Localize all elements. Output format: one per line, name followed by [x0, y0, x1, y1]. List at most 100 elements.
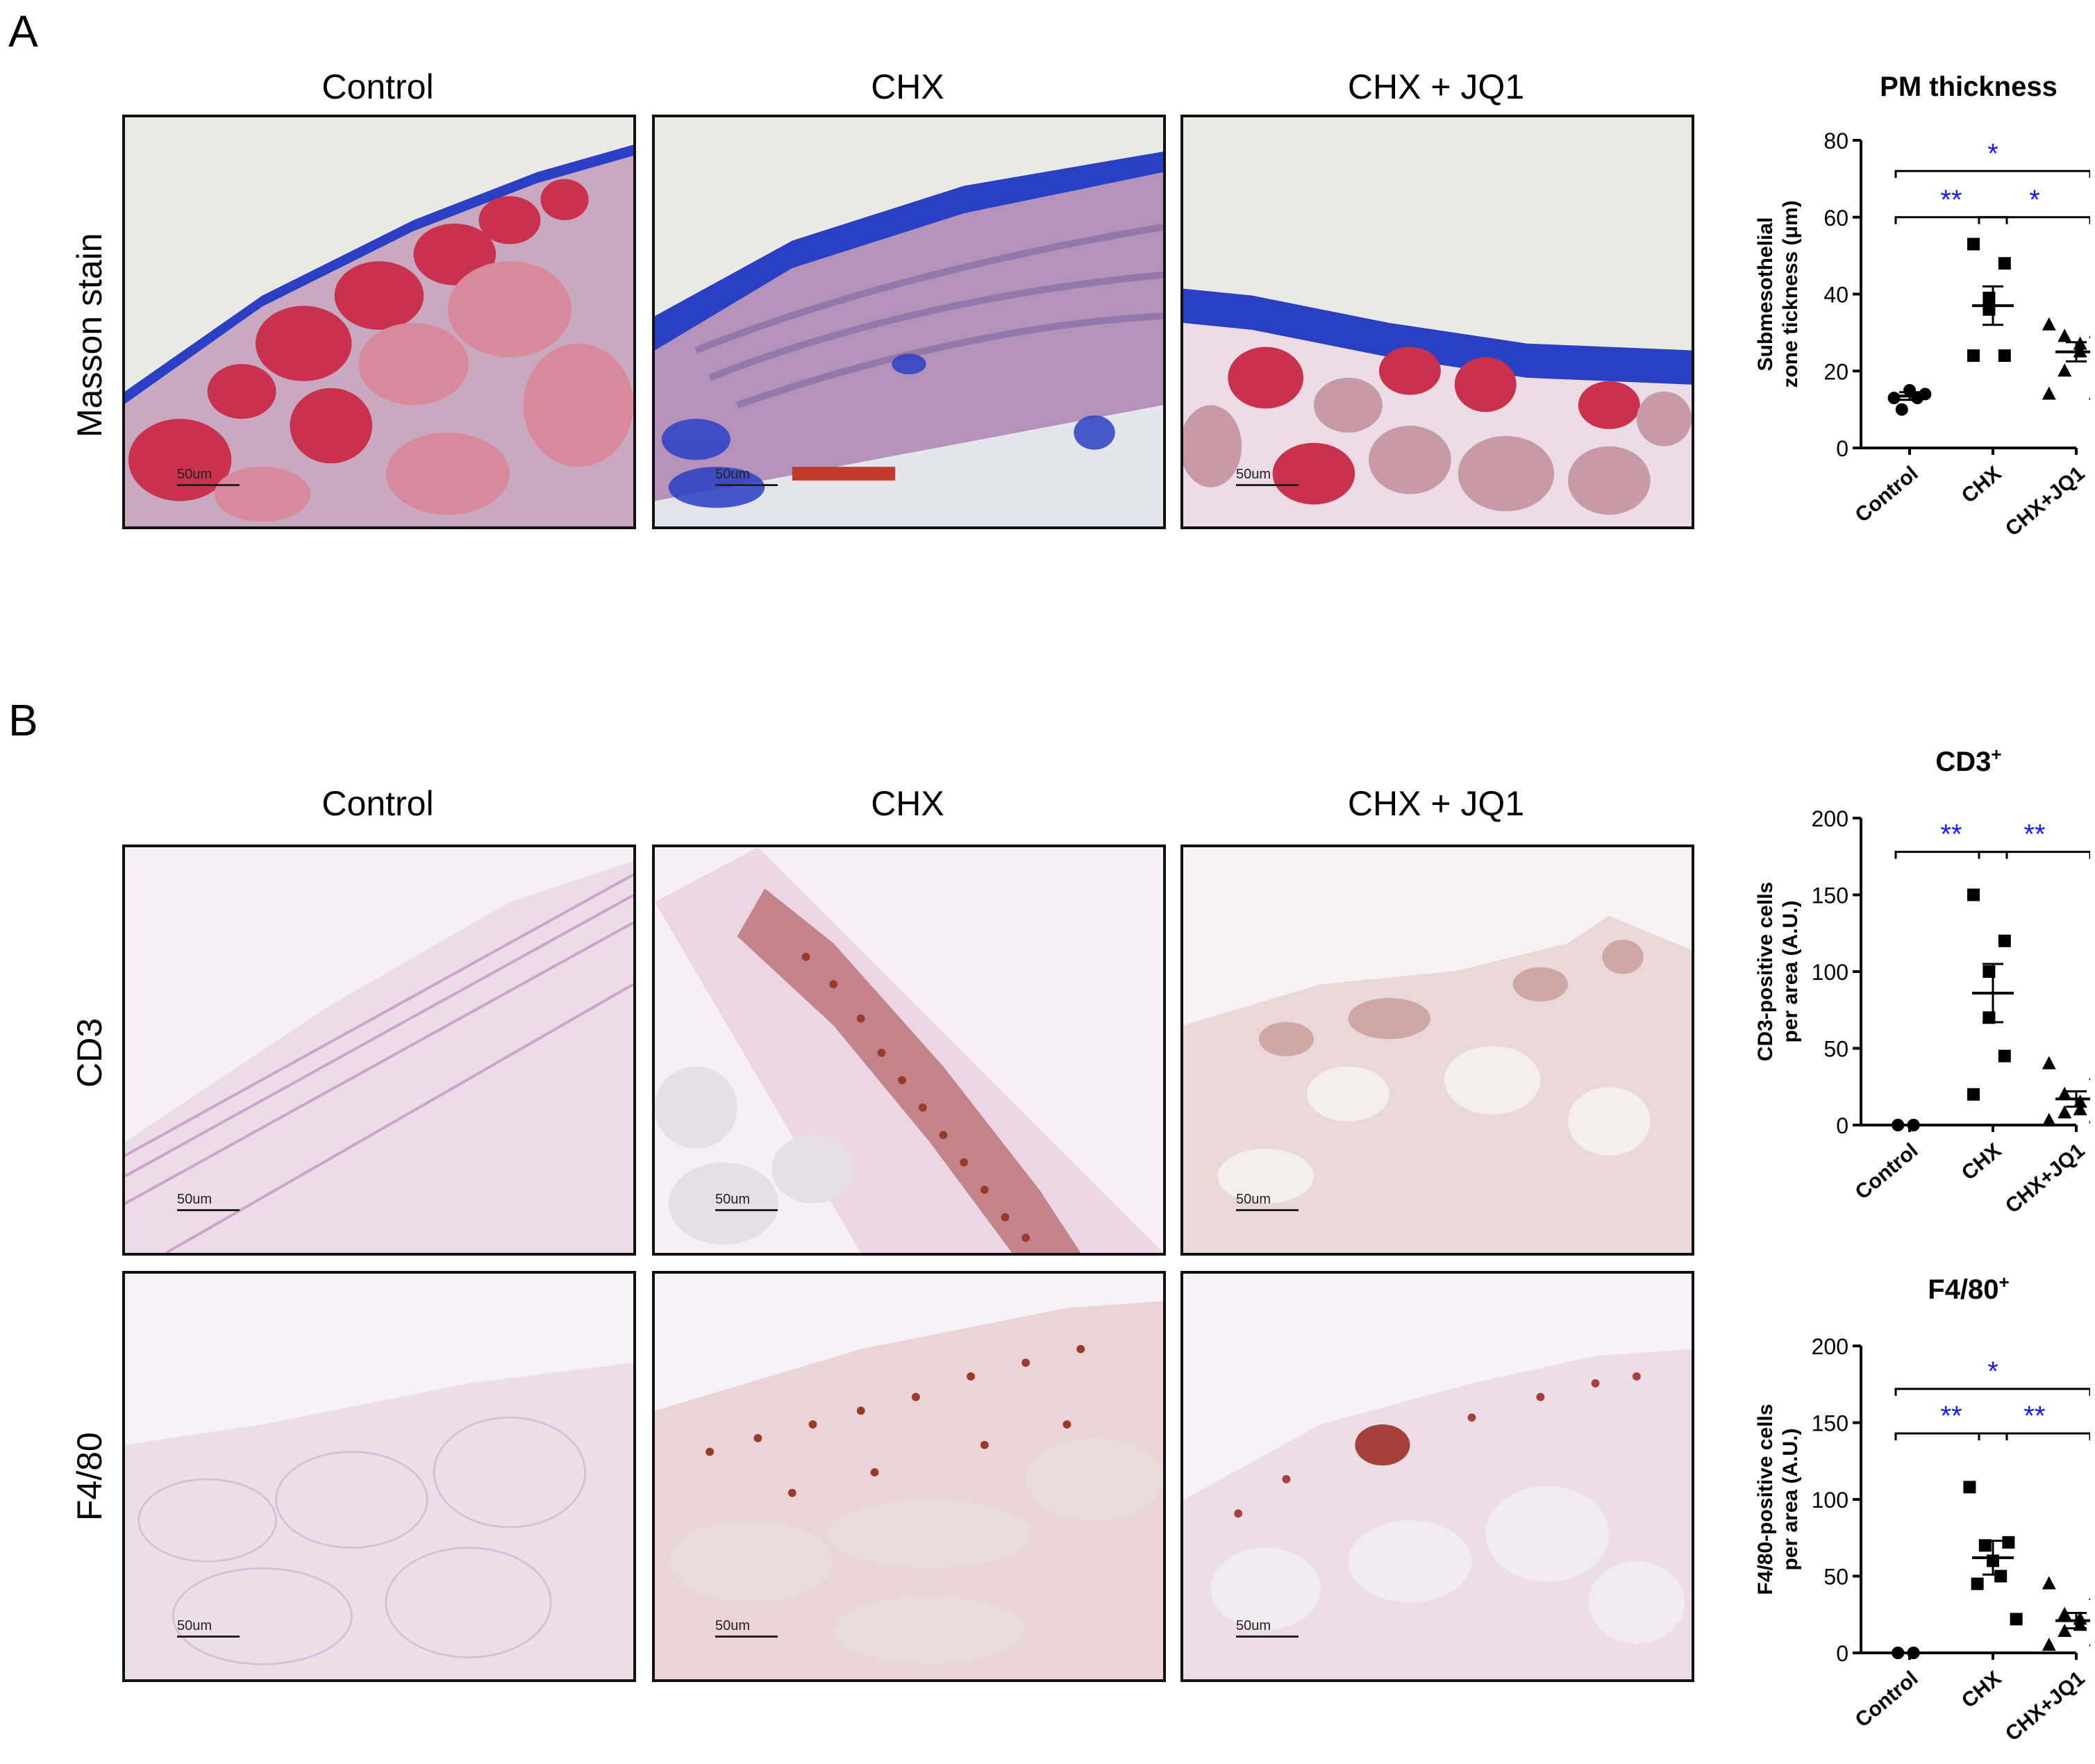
- cd3-chx-scalebar: 50um: [715, 1192, 778, 1211]
- y-tick-label: 200: [1812, 806, 1848, 831]
- x-tick-label: CHX: [1958, 1139, 2006, 1185]
- y-tick-label: 0: [1836, 1113, 1848, 1138]
- significance-bracket: [1978, 851, 2090, 859]
- cd3-control-image: [122, 844, 636, 1256]
- chart-svg: CD3+ 0 50 100 150 200 CD3-positive cells per ar…: [1754, 744, 2090, 1218]
- panel-b-row-cd3: CD3: [70, 1017, 109, 1088]
- significance-stars: *: [1987, 138, 1998, 169]
- significance-bracket: [1978, 216, 2090, 224]
- f480-control-scalebar: 50um: [177, 1618, 240, 1638]
- x-tick-label: CHX+JQ1: [2001, 1139, 2089, 1218]
- scale-label: 50um: [1236, 1618, 1271, 1633]
- scale-label: 50um: [715, 467, 751, 482]
- data-point: [2058, 1105, 2072, 1119]
- significance-stars: **: [2023, 819, 2045, 850]
- panel-b-col-chx-jq1: CHX + JQ1: [1347, 784, 1525, 823]
- data-point: [1903, 383, 1916, 397]
- y-tick-label: 150: [1812, 1411, 1848, 1436]
- chart-title: F4/80+: [1928, 1272, 2009, 1305]
- data-point: [1967, 888, 1980, 901]
- data-point: [2058, 1086, 2072, 1100]
- data-point: [1978, 1539, 1992, 1552]
- panel-b-row-f480: F4/80: [70, 1432, 109, 1521]
- significance-stars: **: [1940, 819, 1962, 850]
- scale-label: 50um: [177, 467, 212, 482]
- scale-label: 50um: [715, 1192, 751, 1207]
- masson-control-scalebar: 50um: [177, 467, 240, 486]
- f480-chx-image: [652, 1271, 1166, 1682]
- y-axis-label: zone tickness (μm): [1779, 200, 1802, 388]
- masson-control-image: [122, 115, 636, 529]
- data-point: [1971, 1577, 1984, 1590]
- x-tick-label: Control: [1851, 1139, 1923, 1204]
- y-tick-label: 80: [1823, 128, 1848, 153]
- masson-chx-jq1-scalebar: 50um: [1236, 467, 1299, 486]
- masson-chx-scalebar: 50um: [715, 467, 778, 486]
- significance-bracket: [1894, 169, 2090, 178]
- significance-bracket: [1894, 851, 2008, 859]
- y-tick-label: 200: [1812, 1334, 1848, 1359]
- chart-title: CD3+: [1935, 744, 2001, 777]
- data-point: [1967, 1088, 1980, 1101]
- cd3-control-scalebar: 50um: [177, 1192, 240, 1211]
- data-point: [2010, 1613, 2023, 1626]
- chart-svg: PM thickness 0 20 40 60 80 Submesothelial zone …: [1754, 72, 2090, 541]
- f480-chx-scalebar: 50um: [715, 1618, 778, 1638]
- data-point: [2042, 1637, 2056, 1651]
- data-point: [1998, 349, 2011, 363]
- data-point: [2058, 1606, 2072, 1620]
- y-axis-label: F4/80-positive cells: [1754, 1404, 1777, 1595]
- chart-cd3: CD3+ 0 50 100 150 200 CD3-positive cells per ar…: [1729, 736, 2090, 1229]
- y-axis-label: CD3-positive cells: [1754, 882, 1777, 1061]
- data-point: [2089, 1643, 2090, 1647]
- panel-a-col-control: Control: [322, 67, 434, 106]
- data-point: [2042, 1113, 2056, 1126]
- y-tick-label: 50: [1823, 1037, 1848, 1062]
- y-tick-label: 0: [1836, 436, 1848, 461]
- y-tick-label: 0: [1836, 1641, 1848, 1666]
- x-tick-label: CHX+JQ1: [2001, 1667, 2089, 1746]
- significance-stars: *: [1987, 1356, 1998, 1387]
- panel-a-col-chx-jq1: CHX + JQ1: [1347, 67, 1525, 106]
- data-point: [1967, 238, 1980, 251]
- cd3-chx-jq1-scalebar: 50um: [1236, 1192, 1299, 1211]
- data-point: [2089, 1597, 2090, 1601]
- scale-label: 50um: [715, 1618, 751, 1633]
- x-tick-label: Control: [1851, 1667, 1923, 1732]
- data-point: [1887, 392, 1901, 405]
- chart-title-superscript: +: [1999, 1272, 2010, 1292]
- data-point: [2042, 317, 2056, 331]
- significance-stars: **: [2023, 1401, 2045, 1431]
- significance-stars: *: [2029, 185, 2040, 215]
- data-point: [2089, 1120, 2090, 1123]
- data-point: [2089, 335, 2090, 338]
- panel-a-col-chx: CHX: [871, 67, 944, 106]
- data-point: [2058, 328, 2072, 342]
- panel-b-col-chx: CHX: [871, 784, 944, 823]
- y-tick-label: 60: [1823, 206, 1848, 231]
- chart-title-superscript: +: [1991, 744, 2001, 765]
- data-point: [2058, 363, 2072, 377]
- data-point: [1998, 257, 2011, 270]
- data-point: [1998, 934, 2011, 947]
- x-tick-label: CHX: [1958, 1667, 2006, 1713]
- significance-bracket: [1894, 1388, 2090, 1396]
- panel-b-letter: B: [8, 695, 38, 745]
- scale-label: 50um: [177, 1192, 212, 1207]
- masson-chx-image: [652, 115, 1166, 529]
- significance-bracket: [1978, 1432, 2090, 1440]
- x-tick-label: CHX: [1958, 462, 2006, 508]
- y-tick-label: 20: [1823, 359, 1848, 384]
- data-point: [1963, 1481, 1976, 1494]
- y-tick-label: 50: [1823, 1565, 1848, 1590]
- x-tick-label: CHX+JQ1: [2001, 462, 2089, 541]
- significance-bracket: [1894, 1432, 2008, 1440]
- panel-a-letter: A: [8, 6, 38, 56]
- significance-stars: **: [1940, 185, 1962, 215]
- masson-chx-jq1-image: [1180, 115, 1694, 529]
- f480-chx-jq1-scalebar: 50um: [1236, 1618, 1299, 1638]
- y-axis-label: Submesothelial: [1754, 217, 1777, 372]
- significance-stars: **: [1940, 1401, 1962, 1431]
- panel-a-row-masson: Masson stain: [70, 233, 109, 438]
- chart-title: PM thickness: [1880, 72, 2058, 102]
